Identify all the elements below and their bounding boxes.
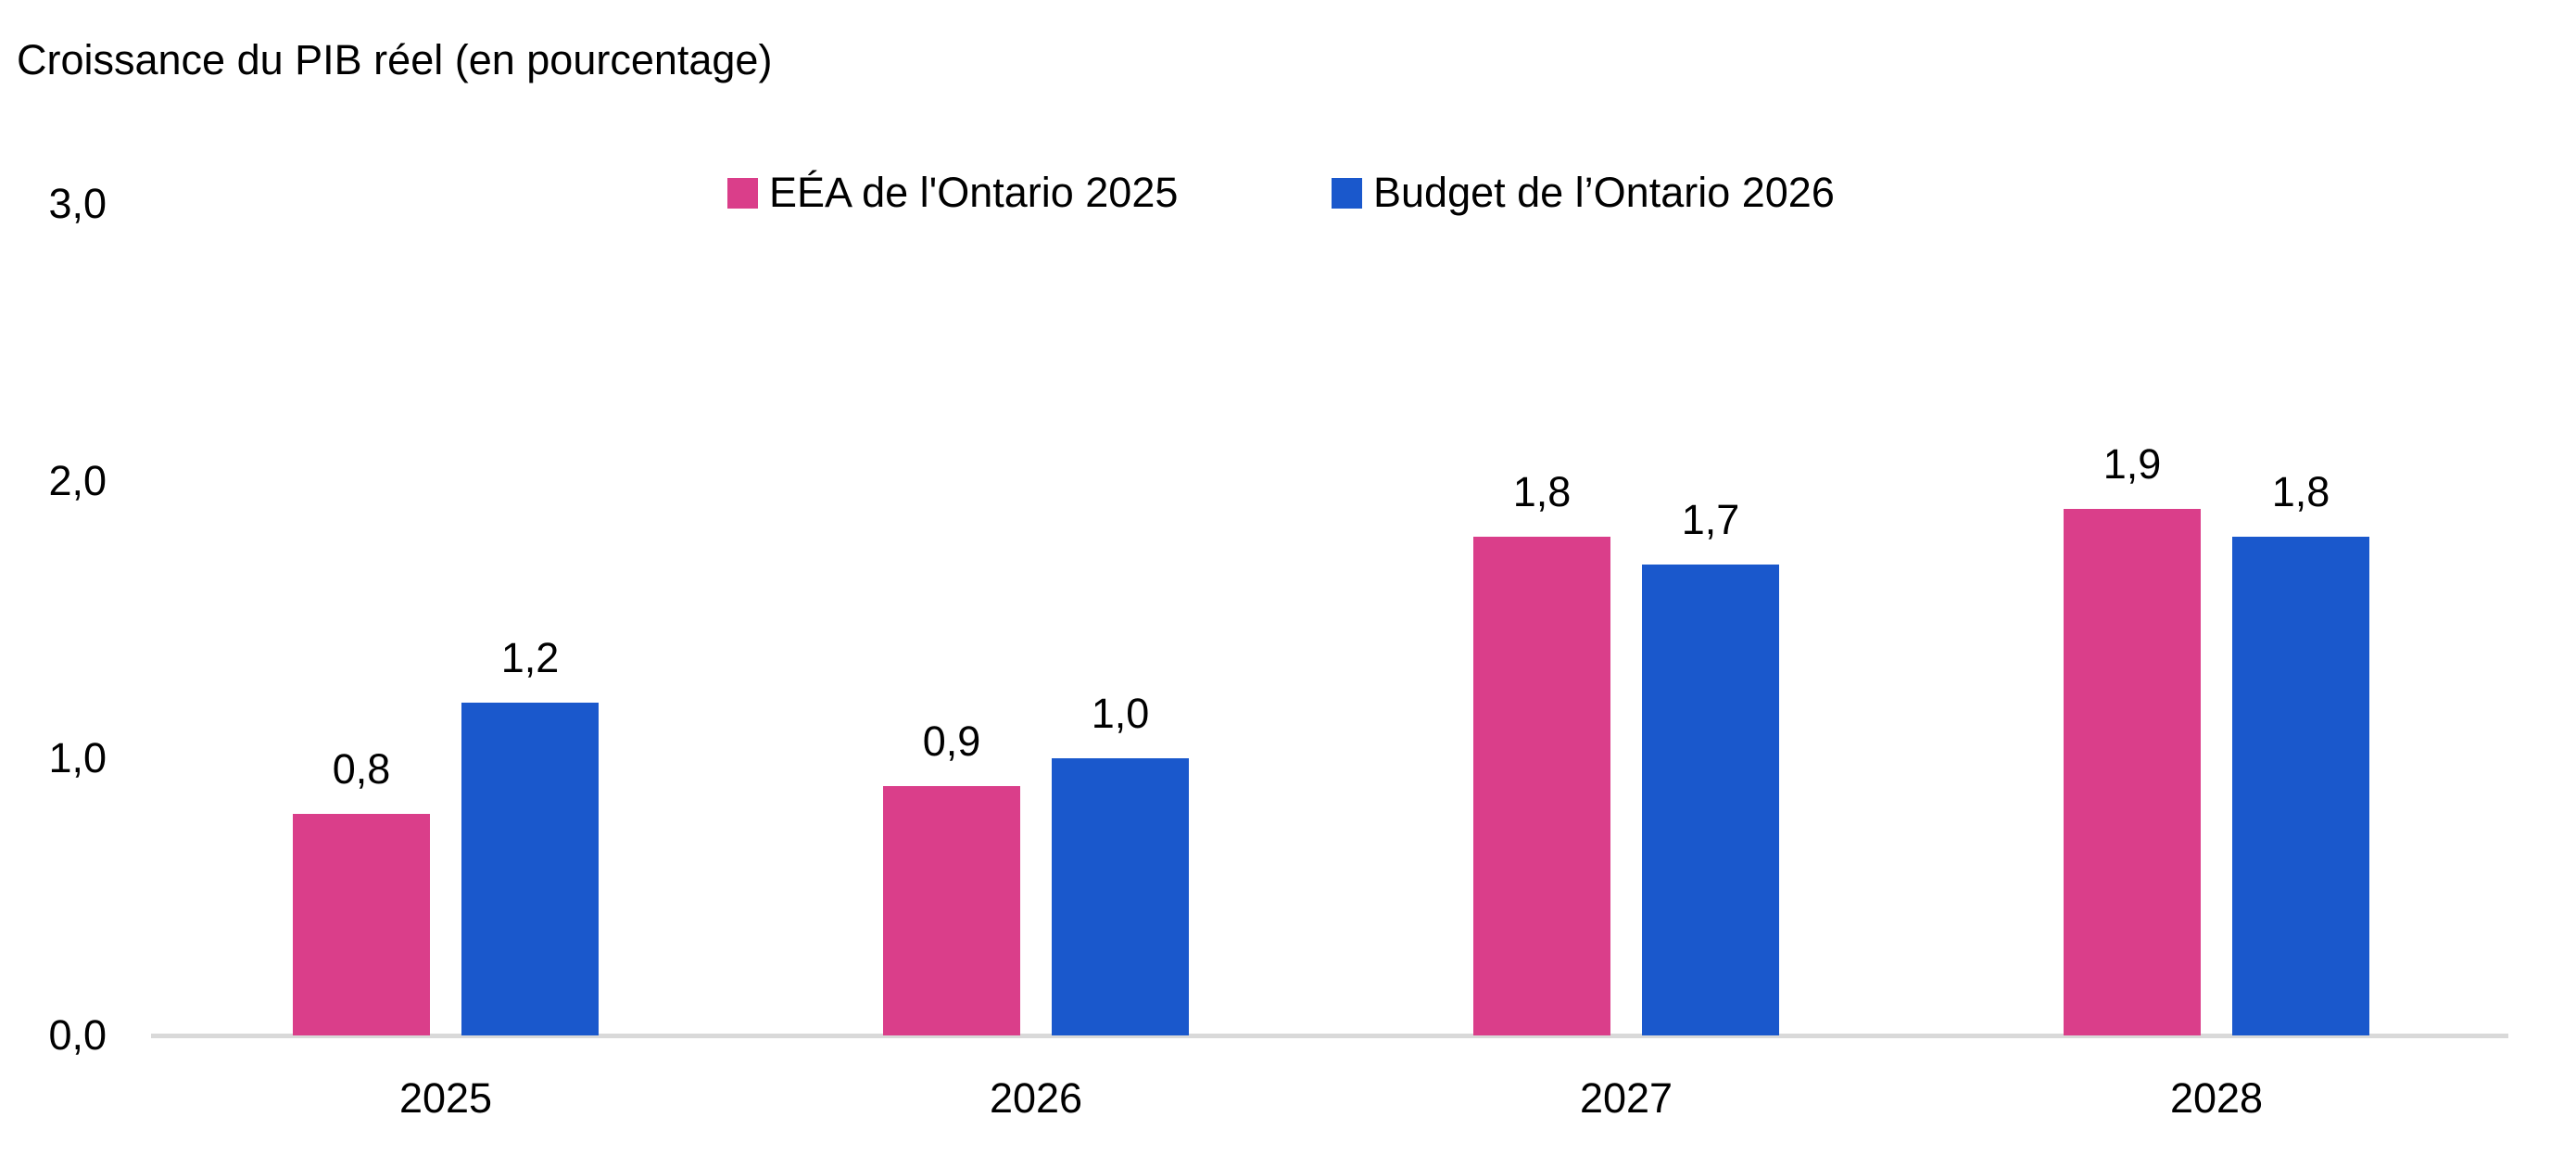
value-label-eea-2028: 1,9 <box>2102 440 2162 488</box>
x-axis-label-2025: 2025 <box>398 1074 493 1122</box>
bar-budget-2026 <box>1052 758 1189 1035</box>
value-label-eea-2027: 1,8 <box>1512 468 1572 515</box>
y-axis-tick-label: 2,0 <box>48 457 107 504</box>
bar-budget-2028 <box>2232 537 2369 1035</box>
bar-budget-2027 <box>1642 565 1779 1035</box>
bar-eea-2028 <box>2064 509 2201 1035</box>
legend-swatch-budget-icon <box>1332 177 1362 209</box>
value-label-budget-2028: 1,8 <box>2271 468 2330 515</box>
bar-eea-2027 <box>1473 537 1610 1035</box>
legend-swatch-eea-icon <box>727 177 758 209</box>
chart-title: Croissance du PIB réel (en pourcentage) <box>17 36 773 83</box>
value-label-budget-2025: 1,2 <box>500 634 560 681</box>
value-label-budget-2026: 1,0 <box>1091 690 1150 737</box>
legend-label-eea: EÉA de l'Ontario 2025 <box>769 169 1179 216</box>
value-label-eea-2026: 0,9 <box>922 717 981 765</box>
value-label-eea-2025: 0,8 <box>332 745 391 793</box>
legend-item-budget: Budget de l’Ontario 2026 <box>1332 168 1835 218</box>
x-axis-label-2026: 2026 <box>989 1074 1083 1122</box>
bar-budget-2025 <box>461 703 599 1035</box>
bar-eea-2026 <box>883 786 1020 1035</box>
legend-item-eea: EÉA de l'Ontario 2025 <box>727 168 1178 218</box>
y-axis-tick-label: 0,0 <box>48 1011 107 1059</box>
value-label-budget-2027: 1,7 <box>1681 496 1740 543</box>
x-axis-label-2028: 2028 <box>2169 1074 2264 1122</box>
x-axis-label-2027: 2027 <box>1579 1074 1673 1122</box>
bar-eea-2025 <box>293 814 430 1035</box>
y-axis-tick-label: 3,0 <box>48 180 107 227</box>
legend-label-budget: Budget de l’Ontario 2026 <box>1373 169 1835 216</box>
x-axis-line <box>151 1034 2508 1038</box>
y-axis-tick-label: 1,0 <box>48 734 107 781</box>
